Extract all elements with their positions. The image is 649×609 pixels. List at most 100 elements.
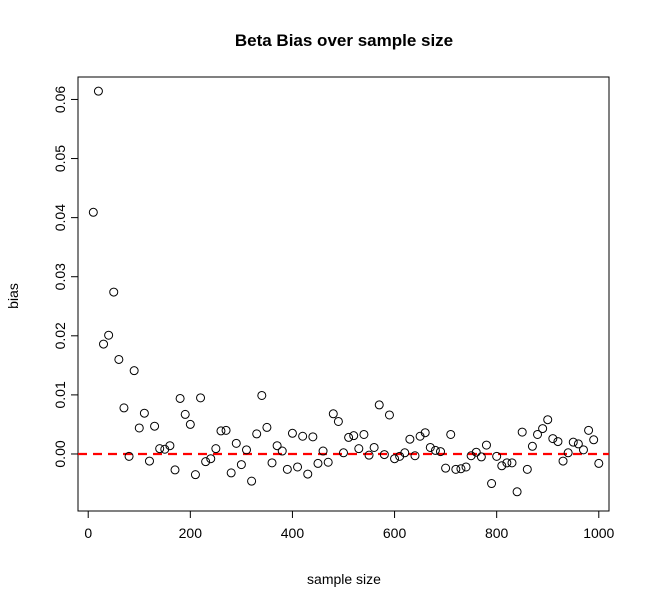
data-point (328, 409, 338, 419)
data-point (379, 450, 389, 460)
data-point (323, 457, 333, 467)
x-tick-label: 800 (485, 525, 509, 541)
data-point (211, 444, 221, 454)
x-axis: 0 200 400 600 800 1000 (84, 510, 615, 541)
data-point (201, 457, 211, 467)
data-point (190, 470, 200, 480)
data-point (221, 425, 231, 435)
data-point (354, 444, 364, 454)
data-point (109, 287, 119, 297)
data-point (512, 487, 522, 497)
data-point (216, 426, 226, 436)
x-tick-label: 600 (383, 525, 407, 541)
data-point (185, 419, 195, 429)
y-tick-label: 0.00 (52, 440, 68, 467)
y-tick-label: 0.01 (52, 381, 68, 408)
data-point (533, 429, 543, 439)
data-point (308, 432, 318, 442)
data-point (303, 469, 313, 479)
data-point (313, 458, 323, 468)
data-point (277, 446, 287, 456)
data-point (134, 423, 144, 433)
data-point (155, 444, 165, 454)
data-point (206, 454, 216, 464)
data-point (548, 434, 558, 444)
data-point (578, 445, 588, 455)
y-tick-label: 0.02 (52, 322, 68, 349)
data-point (420, 428, 430, 438)
data-point (405, 434, 415, 444)
data-point (538, 424, 548, 434)
data-point (124, 451, 134, 461)
data-point (359, 429, 369, 439)
data-point (430, 445, 440, 455)
data-point (298, 431, 308, 441)
data-point (139, 408, 149, 418)
x-tick-label: 400 (281, 525, 305, 541)
data-point (568, 437, 578, 447)
data-point (262, 422, 272, 432)
data-point (502, 458, 512, 468)
x-tick-label: 200 (179, 525, 203, 541)
data-point (476, 452, 486, 462)
data-point (589, 435, 599, 445)
data-point (267, 458, 277, 468)
data-point (180, 409, 190, 419)
data-point (390, 454, 400, 464)
data-point (446, 429, 456, 439)
x-tick-label: 1000 (583, 525, 614, 541)
data-point (507, 458, 517, 468)
data-point (231, 438, 241, 448)
y-tick-label: 0.06 (52, 86, 68, 113)
data-point (165, 441, 175, 451)
data-point (99, 339, 109, 349)
data-point (339, 448, 348, 458)
data-point (492, 451, 502, 461)
data-point (175, 393, 185, 403)
plot-area-frame (77, 76, 610, 512)
data-point (272, 441, 282, 451)
data-point (241, 445, 251, 455)
data-point (170, 465, 180, 475)
chart-title: Beta Bias over sample size (235, 31, 453, 50)
data-point (456, 464, 466, 474)
data-point (487, 479, 497, 489)
y-axis: 0.00 0.01 0.02 0.03 0.04 0.05 0.06 (52, 86, 79, 468)
data-point (252, 429, 262, 439)
data-point (400, 448, 410, 458)
data-point (497, 461, 507, 471)
y-tick-label: 0.04 (52, 204, 68, 231)
data-point (88, 207, 98, 217)
data-point (293, 462, 303, 472)
y-axis-label: bias (5, 283, 21, 309)
data-point (144, 456, 154, 466)
data-point (196, 393, 206, 403)
data-point (517, 427, 527, 437)
data-point (553, 437, 563, 447)
data-point (236, 460, 246, 470)
data-point (282, 464, 292, 474)
data-point (364, 450, 374, 460)
data-point (114, 354, 124, 364)
data-point (558, 456, 568, 466)
data-point (129, 366, 139, 376)
data-point (287, 428, 297, 438)
y-tick-label: 0.05 (52, 145, 68, 172)
data-point (527, 441, 537, 451)
data-point (436, 447, 446, 457)
data-point (93, 86, 103, 96)
data-point (384, 410, 394, 420)
x-axis-label: sample size (307, 571, 381, 587)
data-point (481, 440, 491, 450)
data-point (563, 448, 573, 458)
data-point (471, 447, 481, 457)
data-point (410, 451, 420, 461)
data-point (573, 439, 583, 449)
data-point (247, 476, 257, 486)
data-point (461, 462, 471, 472)
data-point (441, 463, 451, 473)
data-point (104, 330, 114, 340)
data-point (374, 400, 384, 410)
data-point (349, 431, 359, 441)
